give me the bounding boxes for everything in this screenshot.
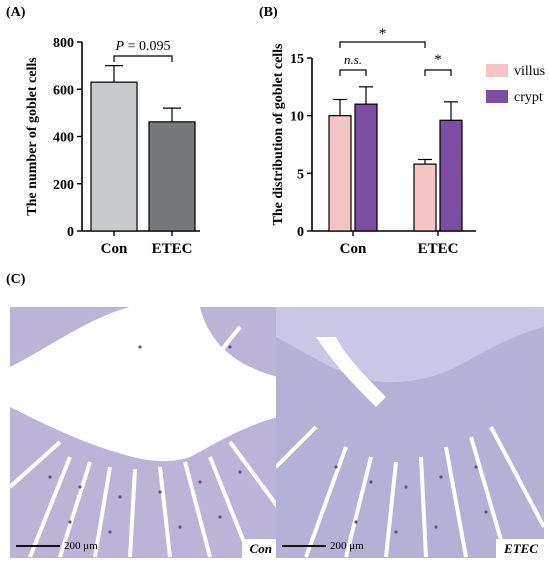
y-tick-label: 400 — [53, 131, 74, 146]
x-tick-label: ETEC — [152, 241, 193, 257]
legend-label-crypt: crypt — [514, 90, 543, 105]
p-value-annotation: P = 0.095 — [115, 39, 171, 54]
legend-swatch-crypt — [486, 90, 508, 103]
micrograph-con-tag: Con — [241, 539, 278, 558]
bracket-etec — [424, 69, 452, 76]
x-tick-label: ETEC — [418, 241, 459, 257]
y-axis-label: The number of goblet cells — [25, 57, 40, 216]
bar-con — [90, 81, 138, 232]
panel-c-label: (C) — [6, 272, 26, 287]
annotation-star: * — [434, 52, 442, 68]
y-tick-label: 5 — [297, 167, 304, 182]
x-tick-label: Con — [101, 241, 128, 257]
micrograph-etec-tag: ETEC — [496, 539, 544, 558]
panel-b-label: (B) — [259, 5, 278, 20]
y-tick-label: 0 — [297, 225, 304, 240]
bar-etec — [148, 121, 196, 232]
bar-etec-crypt — [439, 119, 463, 232]
y-tick-label: 800 — [53, 36, 74, 51]
bar-con-crypt — [354, 103, 378, 232]
y-tick-label: 15 — [290, 52, 304, 67]
bar-etec-villus — [413, 163, 437, 232]
annotation-star: * — [379, 26, 387, 42]
scale-bar-con: 200 μm — [16, 540, 98, 552]
annotation-ns: n.s. — [344, 52, 362, 67]
legend-swatch-villus — [486, 64, 508, 77]
bar-con-villus — [328, 115, 352, 232]
panel-a-label: (A) — [6, 5, 26, 20]
y-tick-label: 10 — [290, 110, 304, 125]
micrograph-con: 200 μm Con — [10, 307, 278, 558]
micrograph-con-image — [10, 307, 278, 558]
legend-label-villus: villus — [514, 64, 545, 79]
x-tick-label: Con — [340, 241, 367, 257]
y-tick-label: 600 — [53, 83, 74, 98]
chart-a: 0 200 400 600 800 The number of goblet cells C… — [25, 36, 200, 257]
y-axis-label: The distribution of goblet cells — [271, 43, 286, 226]
significance-bracket — [113, 55, 173, 62]
y-tick-label: 200 — [53, 178, 74, 193]
y-tick-label: 0 — [67, 225, 74, 240]
scale-bar-etec: 200 μm — [282, 540, 364, 552]
bracket-con — [339, 69, 367, 76]
micrograph-etec: 200 μm ETEC — [276, 307, 544, 558]
micrograph-etec-image — [276, 307, 544, 558]
bracket-villus — [339, 41, 426, 48]
chart-b: 0 5 10 15 The distribution of goblet cells Co… — [271, 26, 545, 257]
